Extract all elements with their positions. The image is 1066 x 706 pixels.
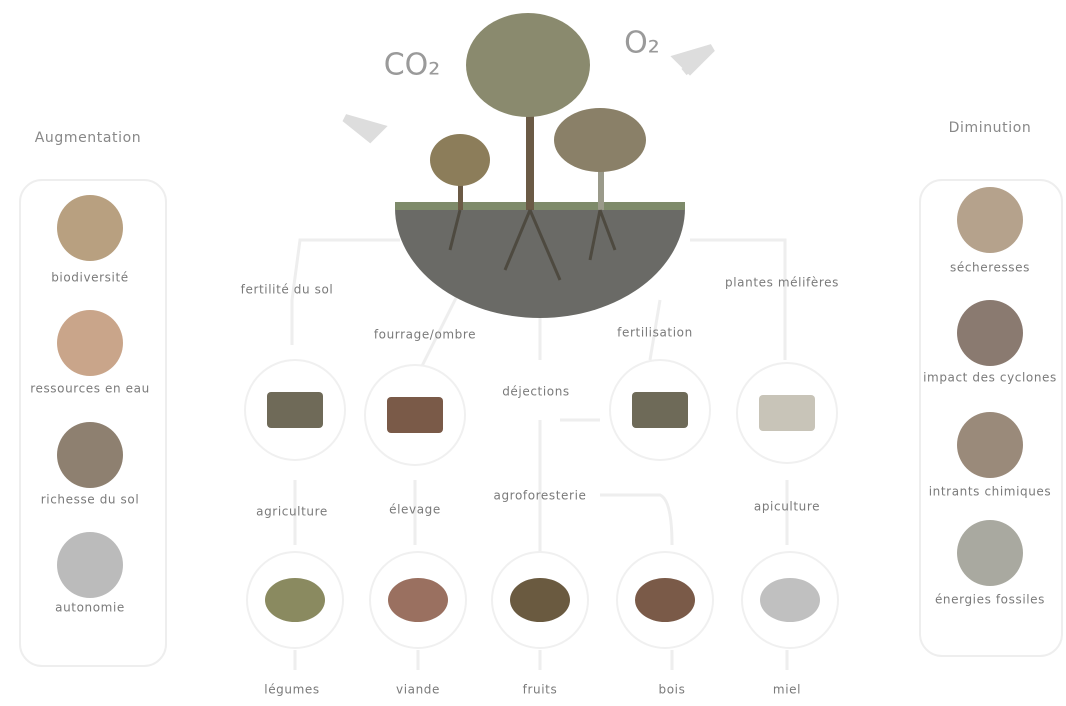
icon <box>57 422 123 488</box>
product-label: miel <box>773 683 801 697</box>
product-label: bois <box>659 683 686 697</box>
icon <box>957 187 1023 253</box>
icon <box>57 195 123 261</box>
product-icon <box>388 578 448 622</box>
right-panel-title: Diminution <box>949 120 1032 136</box>
activity-icon <box>387 397 443 433</box>
flow-label: plantes mélifères <box>725 276 839 290</box>
item-label: ressources en eau <box>30 382 150 396</box>
item-label: sécheresses <box>950 261 1030 275</box>
flow-label: fertilisation <box>617 326 693 340</box>
product-label: viande <box>396 683 440 697</box>
item-label: autonomie <box>55 601 125 615</box>
co2-arrow <box>345 118 380 138</box>
icon <box>57 532 123 598</box>
infographic: Augmentation Diminution CO₂ O₂ biodivers… <box>0 0 1066 702</box>
activity-icon <box>759 395 815 431</box>
item-label: biodiversité <box>51 271 129 285</box>
activity-label: apiculture <box>754 500 820 514</box>
flow-label: déjections <box>502 385 570 399</box>
icon <box>957 300 1023 366</box>
activity-label: élevage <box>389 503 441 517</box>
grass <box>395 202 685 210</box>
activity-icon <box>267 392 323 428</box>
soil <box>395 208 685 318</box>
left-panel-title: Augmentation <box>35 130 142 146</box>
item-label: énergies fossiles <box>935 593 1045 607</box>
activity-label: agriculture <box>256 505 328 519</box>
flow-label: fourrage/ombre <box>374 328 476 342</box>
item-label: intrants chimiques <box>929 485 1052 499</box>
product-icon <box>265 578 325 622</box>
product-icon <box>635 578 695 622</box>
product-label: fruits <box>523 683 558 697</box>
item-label: impact des cyclones <box>923 371 1057 385</box>
product-label: légumes <box>264 683 319 697</box>
activity-label: agroforesterie <box>494 489 587 503</box>
o2-label: O₂ <box>624 26 660 61</box>
icon <box>57 310 123 376</box>
product-icon <box>760 578 820 622</box>
activity-icon <box>632 392 688 428</box>
product-icon <box>510 578 570 622</box>
icon <box>957 412 1023 478</box>
item-label: richesse du sol <box>41 493 140 507</box>
icon <box>957 520 1023 586</box>
flow-label: fertilité du sol <box>241 283 334 297</box>
o2-arrow <box>678 48 712 72</box>
co2-label: CO₂ <box>384 48 441 83</box>
